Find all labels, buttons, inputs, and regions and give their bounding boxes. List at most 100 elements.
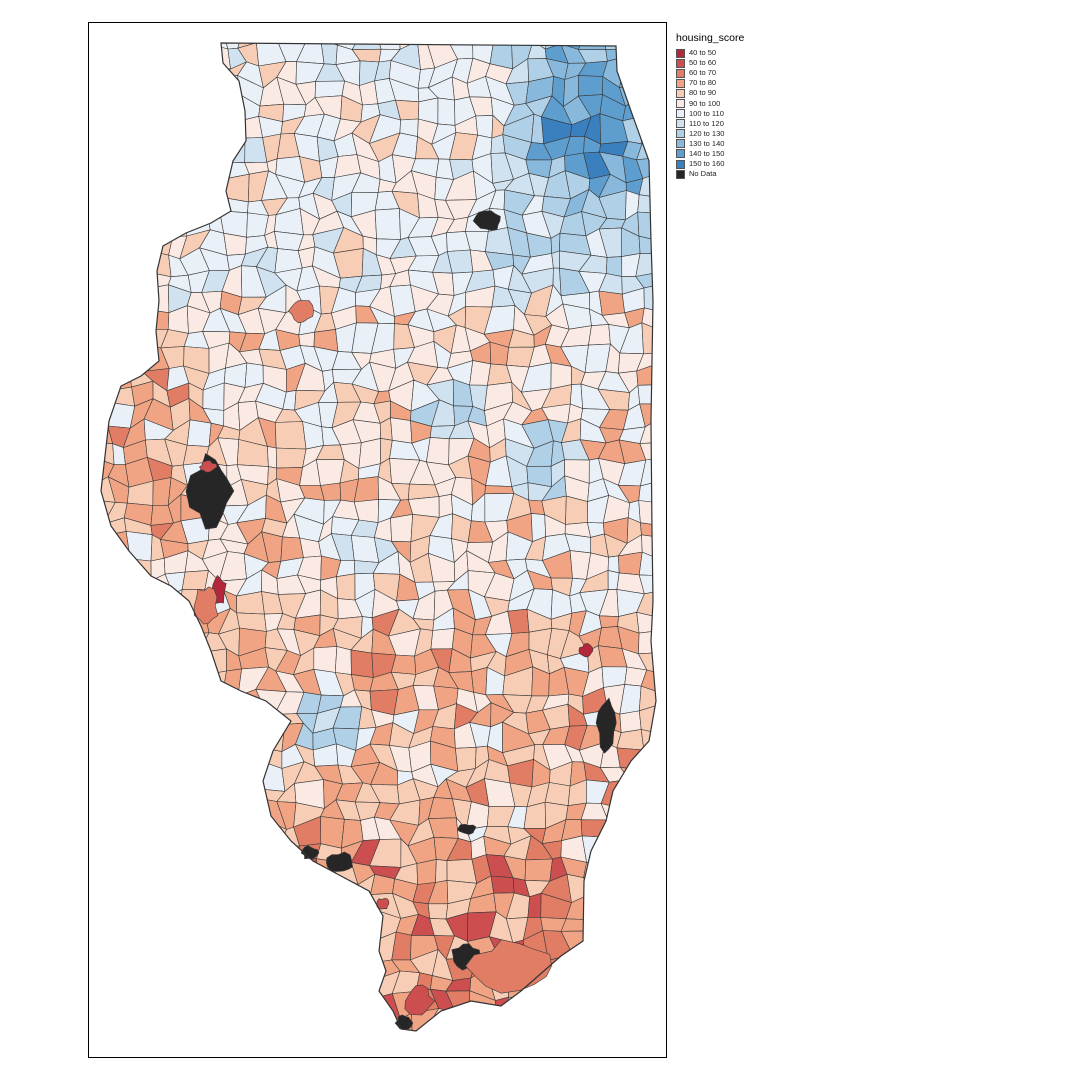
zip-region: [661, 538, 668, 560]
zip-region: [294, 950, 325, 976]
zip-region: [288, 300, 315, 324]
zip-region: [163, 651, 192, 676]
zip-region: [580, 975, 610, 1001]
zip-region: [619, 1047, 646, 1059]
zip-region: [374, 208, 401, 240]
zip-region: [101, 916, 111, 940]
legend-swatch: [676, 109, 685, 119]
zip-region: [279, 845, 300, 858]
legend-item: 140 to 150: [676, 149, 744, 159]
zip-region: [221, 879, 247, 905]
zip-region: [256, 835, 282, 868]
zip-region: [132, 919, 147, 941]
zip-region: [101, 576, 109, 594]
zip-region: [101, 249, 110, 273]
zip-region: [217, 94, 242, 122]
zip-region: [133, 993, 150, 1020]
zip-region: [619, 710, 642, 733]
zip-region: [125, 1045, 152, 1059]
zip-region: [107, 347, 131, 374]
zip-region: [635, 253, 656, 277]
no-data-region: [300, 845, 320, 860]
zip-region: [483, 43, 512, 45]
zip-region: [220, 1028, 250, 1031]
zip-region: [101, 725, 108, 745]
zip-region: [165, 854, 190, 886]
zip-region: [209, 1052, 222, 1059]
zip-region: [655, 476, 656, 505]
zip-region: [101, 271, 107, 294]
zip-region: [390, 654, 417, 675]
zip-region: [101, 192, 106, 221]
zip-region: [374, 1050, 395, 1059]
zip-region: [350, 911, 381, 944]
zip-region: [248, 1028, 261, 1031]
zip-region: [104, 193, 131, 221]
zip-region: [101, 898, 110, 920]
zip-region: [637, 211, 656, 241]
zip-region: [256, 1012, 284, 1031]
zip-region: [313, 646, 338, 673]
zip-region: [103, 576, 136, 594]
zip-region: [101, 217, 109, 241]
zip-region: [616, 952, 649, 981]
zip-region: [619, 766, 647, 786]
zip-region: [168, 816, 190, 844]
zip-region: [236, 957, 268, 979]
zip-region: [179, 134, 210, 155]
zip-region: [184, 196, 208, 217]
zip-region: [106, 893, 135, 923]
zip-region: [660, 974, 669, 997]
zip-region: [104, 172, 131, 196]
zip-region: [644, 846, 656, 857]
zip-region: [101, 517, 106, 537]
zip-region: [103, 722, 131, 747]
zip-region: [339, 917, 354, 944]
zip-region: [179, 1011, 208, 1031]
zip-region: [188, 114, 210, 141]
zip-region: [131, 284, 154, 314]
zip-region: [169, 1050, 187, 1059]
zip-region: [475, 115, 494, 139]
zip-region: [389, 1046, 411, 1059]
zip-region: [521, 1015, 549, 1031]
zip-region: [351, 43, 382, 50]
zip-region: [109, 691, 135, 713]
zip-region: [608, 953, 628, 981]
zip-region: [619, 1034, 646, 1051]
zip-region: [198, 950, 231, 975]
zip-region: [580, 1047, 601, 1059]
zip-region: [183, 740, 209, 770]
zip-region: [578, 1012, 610, 1031]
zip-region: [94, 1045, 114, 1059]
zip-region: [616, 932, 648, 961]
zip-region: [409, 23, 432, 41]
zip-region: [126, 722, 146, 752]
zip-region: [198, 969, 227, 1000]
zip-region: [181, 570, 209, 590]
zip-region: [660, 689, 668, 710]
zip-region: [258, 912, 285, 942]
zip-region: [129, 75, 155, 105]
zip-region: [277, 1034, 302, 1051]
zip-region: [278, 950, 302, 977]
zip-region: [170, 26, 189, 42]
zip-region: [200, 858, 228, 880]
zip-region: [107, 975, 136, 997]
zip-region: [204, 875, 225, 905]
zip-region: [162, 611, 182, 640]
zip-region: [662, 191, 668, 213]
zip-region: [101, 647, 116, 671]
zip-region: [469, 1050, 492, 1059]
zip-region: [145, 192, 167, 223]
zip-region: [637, 194, 656, 215]
zip-region: [101, 822, 114, 849]
zip-region: [236, 914, 264, 942]
zip-region: [505, 1056, 529, 1059]
zip-region: [141, 672, 165, 695]
zip-region: [335, 1027, 362, 1031]
zip-region: [662, 442, 668, 466]
zip-region: [127, 692, 155, 711]
zip-region: [661, 114, 668, 145]
zip-region: [108, 919, 135, 941]
